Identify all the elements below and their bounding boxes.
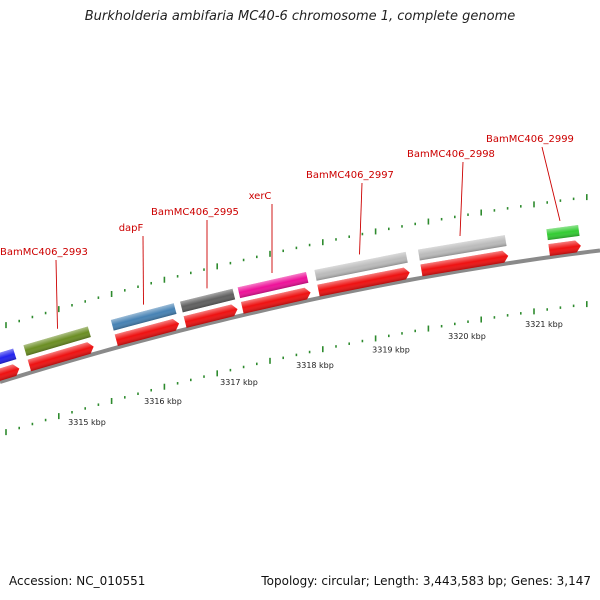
label-leader-line bbox=[541, 146, 561, 221]
gene-bammc406_2999[interactable] bbox=[546, 224, 581, 257]
gene-label: BamMC406_2999 bbox=[486, 134, 574, 145]
scale-tick-label: 3316 kbp bbox=[144, 397, 182, 406]
scale-tick-label: 3321 kbp bbox=[525, 320, 563, 329]
scale-tick-label: 3318 kbp bbox=[296, 361, 334, 370]
map-title: Burkholderia ambifaria MC40-6 chromosome… bbox=[84, 9, 516, 24]
scale-tick-label: 3317 kbp bbox=[220, 378, 258, 387]
gene-label: BamMC406_2997 bbox=[306, 170, 394, 181]
gene-label: BamMC406_2998 bbox=[407, 149, 495, 160]
label-leader-line bbox=[55, 259, 58, 329]
scale-tick-label: 3320 kbp bbox=[448, 332, 486, 341]
gene-partial-left[interactable] bbox=[0, 348, 21, 383]
gene-bammc406_2997[interactable] bbox=[314, 251, 410, 297]
lower-tick-track bbox=[5, 301, 588, 436]
topology-text: Topology: circular; Length: 3,443,583 bp… bbox=[261, 574, 591, 588]
gene-label: dapF bbox=[119, 223, 144, 234]
scale-tick-label: 3315 kbp bbox=[68, 418, 106, 427]
chromosome-backbone bbox=[0, 248, 600, 384]
gene-xerc[interactable] bbox=[237, 271, 312, 314]
label-leader-line bbox=[459, 161, 464, 237]
accession-text: Accession: NC_010551 bbox=[9, 574, 146, 588]
scale-tick-label: 3319 kbp bbox=[372, 346, 410, 355]
label-leader-line bbox=[142, 235, 144, 305]
gene-bammc406_2995[interactable] bbox=[180, 288, 239, 328]
gene-label: BamMC406_2995 bbox=[151, 207, 239, 218]
gene-track bbox=[0, 224, 581, 383]
gene-label-layer: BamMC406_2993 dapF BamMC406_2995 xerC BamMC4… bbox=[0, 134, 574, 329]
gene-label: BamMC406_2993 bbox=[0, 247, 88, 258]
gene-dapf[interactable] bbox=[110, 303, 181, 347]
scale-label-layer: 3315 kbp 3316 kbp 3317 kbp 3318 kbp 3319 kbp… bbox=[68, 320, 563, 427]
label-leader-line bbox=[359, 182, 363, 255]
upper-tick-track bbox=[5, 194, 588, 329]
gene-bammc406_2998[interactable] bbox=[417, 235, 509, 277]
gene-bammc406_2993[interactable] bbox=[23, 326, 95, 372]
gene-label: xerC bbox=[249, 191, 272, 202]
